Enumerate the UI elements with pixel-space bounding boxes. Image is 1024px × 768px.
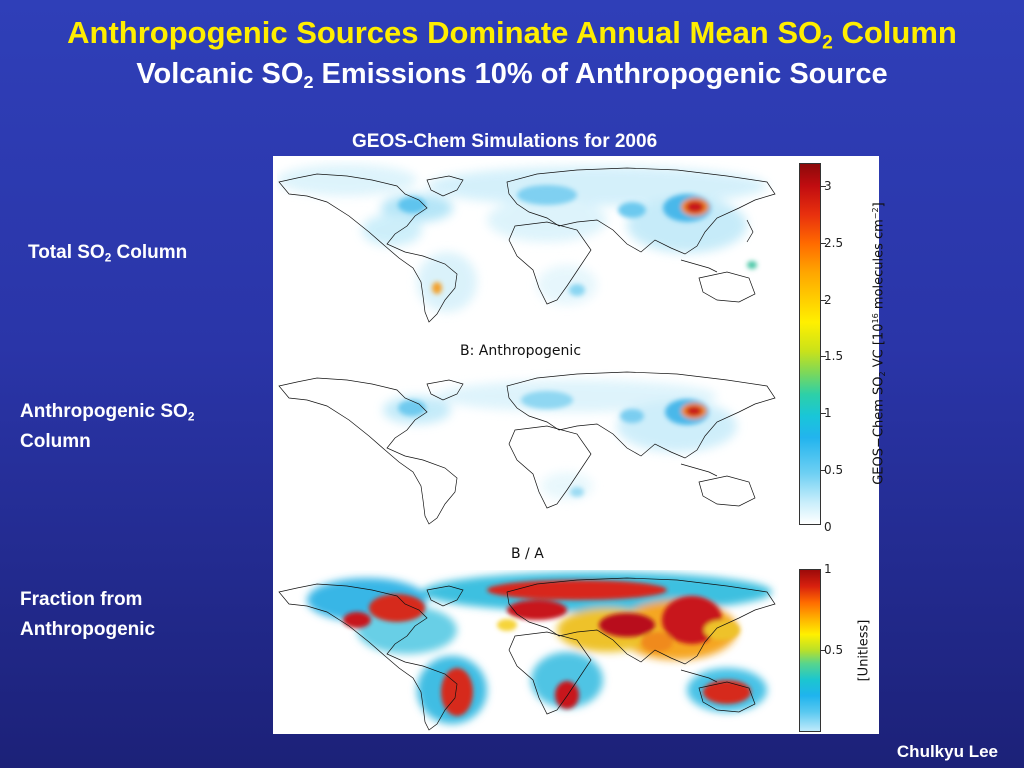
colorbar-label-unitless: [Unitless]: [856, 619, 872, 682]
map-anthropogenic-so2: [277, 366, 779, 526]
map-anthropogenic-fraction: [277, 570, 779, 732]
panel-title-ratio: B / A: [511, 546, 544, 562]
colorbar-tick-1: 1: [824, 562, 832, 576]
colorbar-tick-2-5: 2.5: [824, 236, 844, 250]
colorbar-tick-2: 2: [824, 293, 832, 307]
colorbar-fraction: [799, 569, 821, 732]
colorbar-tickmark: [821, 300, 826, 301]
colorbar-so2-vc: [799, 163, 821, 525]
colorbar-tickmark: [821, 356, 826, 357]
panel-title-anthropogenic: B: Anthropogenic: [460, 343, 582, 359]
row-label-total: Total SO2 Column: [28, 242, 188, 265]
row-label-fraction: Fraction from Anthropogenic: [20, 589, 156, 640]
figure-panel: B: Anthropogenic: [273, 156, 887, 734]
colorbar-tickmark: [821, 413, 826, 414]
panel-title-mask-b: [469, 321, 649, 361]
colorbar-tickmark: [821, 243, 826, 244]
panel-title-mask-c: [497, 526, 677, 570]
row-label-anthropogenic: Anthropogenic SO2 Column: [20, 401, 195, 452]
colorbar-tick-1-5: 1.5: [824, 349, 844, 363]
figure-subtitle: GEOS-Chem Simulations for 2006: [352, 131, 658, 152]
colorbar-tick-1: 1: [824, 406, 832, 420]
colorbar-tick-3: 3: [824, 179, 832, 193]
colorbar-tickmark: [821, 470, 826, 471]
slide-title-line1: Anthropogenic Sources Dominate Annual Me…: [67, 15, 957, 54]
colorbar-label-vc: GEOS−Chem SO2 VC [1016 molecules cm−2]: [871, 202, 887, 485]
author-credit: Chulkyu Lee: [896, 742, 998, 761]
colorbar-tick-0: 0: [824, 520, 832, 534]
colorbar-tick-0-5: 0.5: [824, 643, 844, 657]
map-total-so2: [277, 160, 779, 326]
colorbar-tickmark: [821, 650, 826, 651]
colorbar-tickmark: [821, 186, 826, 187]
slide-title-line2: Volcanic SO2 Emissions 10% of Anthropoge…: [136, 58, 888, 93]
colorbar-tick-0-5: 0.5: [824, 463, 844, 477]
